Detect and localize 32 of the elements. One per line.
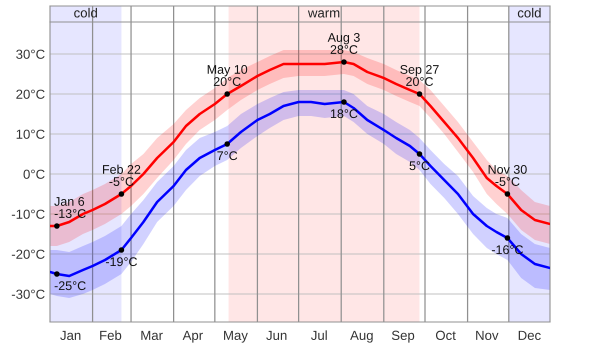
annotation: -19°C (106, 257, 137, 266)
x-tick-label: Nov (476, 330, 498, 340)
annotation: 7°C (217, 151, 238, 160)
annotation: 5°C (410, 161, 430, 170)
x-tick-label: Jul (311, 330, 327, 340)
y-tick-label: 20°C (16, 90, 45, 99)
x-tick-label: May (224, 330, 248, 343)
annotation: 18°C (330, 109, 358, 118)
band-label: warm (308, 10, 340, 18)
annotation: May 10 20°C (208, 65, 248, 86)
annotation: Feb 22 -5°C (103, 164, 140, 186)
annotation: Sep 27 20°C (400, 65, 439, 86)
x-tick-label: Dec (518, 330, 541, 340)
x-tick-label: Jan (60, 330, 80, 340)
x-tick-label: Aug (350, 330, 373, 343)
band-label: cold (74, 8, 97, 18)
band-label: cold (518, 8, 541, 18)
x-tick-label: Mar (141, 330, 163, 340)
annotation: -25°C (54, 281, 86, 290)
x-tick-label: Oct (436, 330, 456, 340)
y-tick-label: -20°C (12, 250, 45, 259)
y-tick-label: 0°C (24, 170, 45, 179)
x-tick-label: Feb (100, 330, 122, 340)
x-tick-label: Jun (266, 330, 286, 340)
annotation: Nov 30 -5°C (488, 165, 527, 186)
annotation: Aug 3 28°C (328, 33, 360, 54)
y-tick-label: -30°C (12, 290, 45, 299)
y-tick-label: 30°C (16, 50, 45, 59)
x-tick-label: Sep (392, 330, 414, 343)
x-tick-label: Apr (182, 330, 203, 343)
y-tick-label: -10°C (12, 210, 45, 219)
y-tick-label: 10°C (16, 130, 45, 139)
